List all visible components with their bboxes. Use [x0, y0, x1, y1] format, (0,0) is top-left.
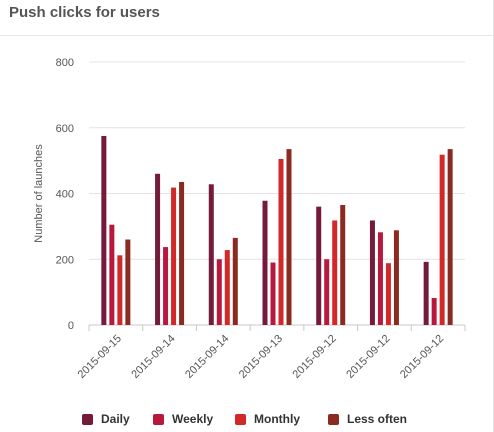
bar-less-often — [179, 181, 185, 325]
y-tick-label: 600 — [56, 123, 74, 135]
legend-item-weekly[interactable]: Weekly — [153, 410, 213, 428]
x-tick-label: 2015-09-12 — [398, 333, 446, 381]
bar-less-often — [232, 237, 238, 325]
bar-less-often — [393, 230, 399, 325]
bar-less-often — [125, 239, 131, 325]
bar-daily — [208, 184, 214, 325]
bar-monthly — [385, 263, 391, 325]
x-tick-label: 2015-09-12 — [291, 333, 339, 381]
bar-less-often — [286, 149, 292, 325]
legend-item-daily[interactable]: Daily — [82, 410, 130, 428]
bar-weekly — [109, 224, 115, 325]
legend-swatch — [328, 413, 339, 425]
x-tick-label: 2015-09-14 — [183, 333, 231, 381]
bar-weekly — [163, 247, 169, 325]
y-tick-label: 0 — [68, 320, 74, 332]
bar-weekly — [216, 259, 222, 325]
x-tick-label: 2015-09-13 — [237, 333, 285, 381]
bar-daily — [101, 135, 107, 325]
bar-daily — [423, 261, 429, 325]
legend-swatch — [82, 413, 93, 425]
legend-label: Weekly — [172, 412, 214, 426]
legend-swatch — [153, 413, 164, 425]
legend-label: Monthly — [254, 412, 300, 426]
bar-monthly — [171, 187, 177, 325]
bar-less-often — [447, 149, 453, 325]
x-tick-label: 2015-09-15 — [76, 333, 124, 381]
panel-header: Push clicks for users — [0, 0, 494, 36]
bar-daily — [262, 200, 268, 325]
legend-label: Less often — [347, 412, 408, 426]
legend-item-less-often[interactable]: Less often — [328, 410, 407, 428]
legend-swatch — [235, 413, 246, 425]
y-tick-label: 400 — [56, 189, 74, 201]
y-tick-label: 200 — [56, 254, 74, 266]
legend-item-monthly[interactable]: Monthly — [235, 410, 300, 428]
x-tick-label: 2015-09-14 — [129, 333, 177, 381]
bar-monthly — [439, 154, 445, 325]
bar-monthly — [224, 250, 230, 325]
bar-less-often — [340, 205, 346, 325]
bar-weekly — [270, 262, 276, 325]
bar-weekly — [377, 232, 383, 325]
y-tick-label: 800 — [56, 57, 74, 69]
bar-daily — [316, 206, 322, 325]
bar-weekly — [431, 298, 437, 325]
chart-legend: Daily Weekly Monthly Less often — [0, 410, 494, 428]
bar-weekly — [324, 259, 330, 325]
bar-monthly — [332, 220, 338, 325]
bar-monthly — [117, 255, 123, 325]
bar-monthly — [278, 158, 284, 325]
legend-label: Daily — [101, 412, 130, 426]
x-tick-label: 2015-09-12 — [344, 333, 392, 381]
bar-chart: 0 200 400 600 800 Number of launches 2015-09-1… — [33, 57, 466, 381]
panel-title: Push clicks for users — [9, 4, 160, 21]
bar-daily — [155, 173, 161, 325]
y-axis-label: Number of launches — [33, 144, 45, 243]
bar-daily — [369, 220, 375, 325]
